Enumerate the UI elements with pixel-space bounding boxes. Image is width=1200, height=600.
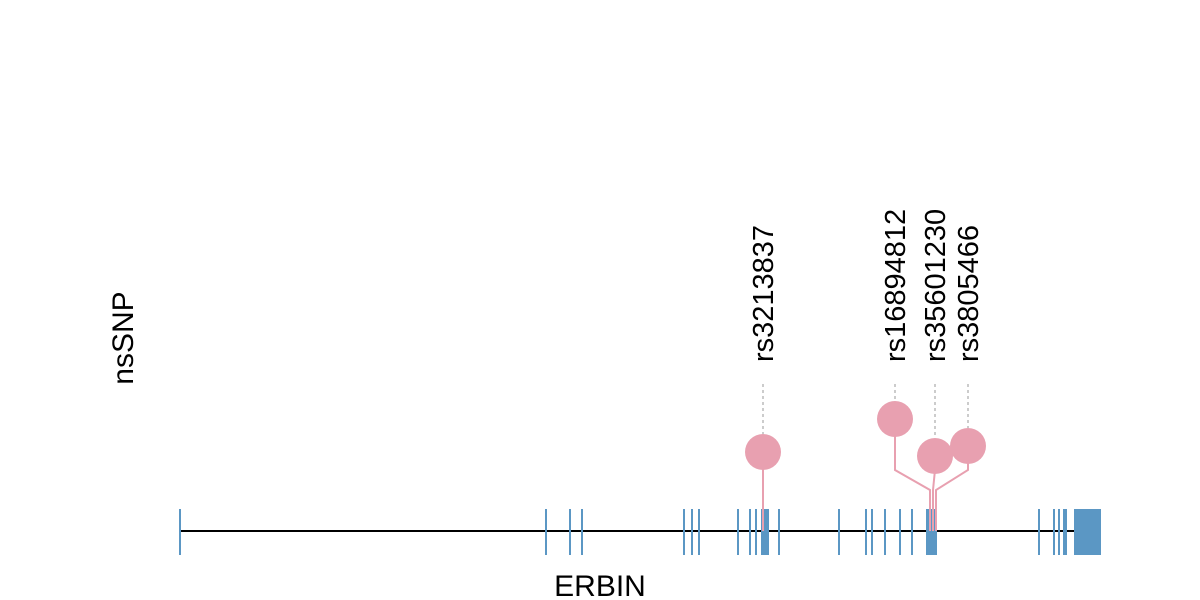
exon-18 (911, 509, 913, 555)
exon-17 (899, 509, 901, 555)
exon-6 (691, 509, 693, 555)
exon-9 (749, 509, 751, 555)
exon-13 (838, 509, 840, 555)
exon-16 (884, 509, 886, 555)
exon-23 (1063, 509, 1067, 555)
snp-rs35601230: rs35601230 (917, 209, 953, 531)
exon-22 (1058, 509, 1060, 555)
snp-rs3805466: rs3805466 (935, 225, 986, 531)
exon-2 (545, 509, 547, 555)
snp-rs3213837: rs3213837 (745, 225, 781, 531)
snp-label: rs35601230 (920, 209, 952, 362)
exon-14 (865, 509, 867, 555)
exon-11 (761, 509, 769, 555)
exon-1 (179, 509, 181, 555)
snp-head (877, 401, 913, 437)
snp-label: rs16894812 (880, 209, 912, 362)
snp-label: rs3213837 (748, 225, 780, 362)
exon-21 (1053, 509, 1055, 555)
snp-rs16894812: rs16894812 (877, 209, 931, 531)
snp-head (917, 438, 953, 474)
exon-10 (755, 509, 757, 555)
exon-20 (1038, 509, 1040, 555)
exon-7 (698, 509, 700, 555)
gene-name: ERBIN (554, 570, 646, 600)
exon-15 (871, 509, 873, 555)
snp-head (745, 434, 781, 470)
exon-8 (737, 509, 739, 555)
exon-3 (569, 509, 571, 555)
snp-lollipops: rs3213837 rs16894812 rs35601230 rs3805466 (745, 209, 986, 531)
snp-head (950, 428, 986, 464)
exon-24 (1074, 509, 1101, 555)
exon-19 (926, 509, 937, 555)
exon-5 (683, 509, 685, 555)
snp-stem (894, 419, 931, 531)
snp-label: rs3805466 (953, 225, 985, 362)
exon-4 (581, 509, 583, 555)
exon-12 (778, 509, 780, 555)
gene-model (179, 509, 1101, 555)
track-label: nsSNP (107, 291, 140, 384)
